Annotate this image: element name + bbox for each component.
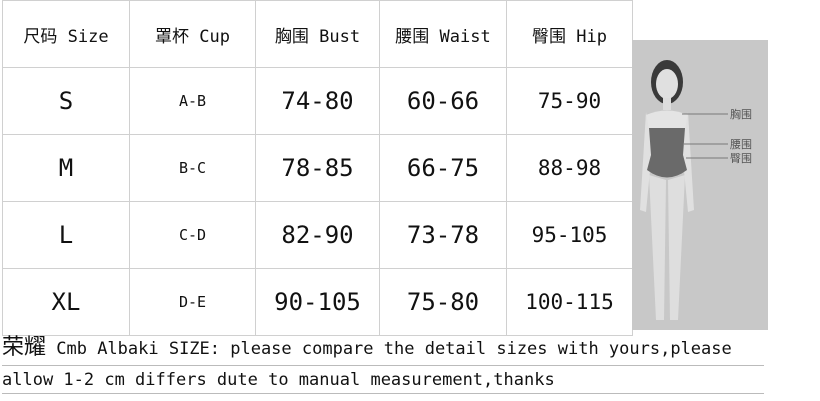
hip-label: 臀围 <box>730 152 752 165</box>
table-row: L C-D 82-90 73-78 95-105 <box>2 201 633 269</box>
bust-cell: 90-105 <box>255 268 380 336</box>
cup-cell: B-C <box>129 134 256 202</box>
cup-cell: A-B <box>129 67 256 135</box>
waist-cell: 73-78 <box>379 201 507 269</box>
bust-cell: 78-85 <box>255 134 380 202</box>
table-row: S A-B 74-80 60-66 75-90 <box>2 67 633 135</box>
header-waist: 腰围 Waist <box>379 0 507 68</box>
size-cell: XL <box>2 268 130 336</box>
footer-note-line2: allow 1-2 cm differs dute to manual meas… <box>2 366 764 394</box>
footer-note-line1: 荣耀 Cmb Albaki SIZE: please compare the d… <box>2 330 764 366</box>
cup-cell: C-D <box>129 201 256 269</box>
table-row: M B-C 78-85 66-75 88-98 <box>2 134 633 202</box>
bust-cell: 82-90 <box>255 201 380 269</box>
hip-cell: 75-90 <box>506 67 633 135</box>
bust-cell: 74-80 <box>255 67 380 135</box>
size-cell: S <box>2 67 130 135</box>
hip-cell: 100-115 <box>506 268 633 336</box>
note-text: Cmb Albaki SIZE: please compare the deta… <box>46 339 732 359</box>
body-measurement-figure: 胸围 腰围 臀围 <box>632 40 768 330</box>
cup-cell: D-E <box>129 268 256 336</box>
header-bust: 胸围 Bust <box>255 0 380 68</box>
size-cell: L <box>2 201 130 269</box>
hip-cell: 88-98 <box>506 134 633 202</box>
waist-cell: 66-75 <box>379 134 507 202</box>
header-hip: 臀围 Hip <box>506 0 633 68</box>
brand-text: 荣耀 <box>2 335 47 360</box>
bust-label: 胸围 <box>730 108 752 121</box>
size-table: 尺码 Size 罩杯 Cup 胸围 Bust 腰围 Waist 臀围 Hip S… <box>2 0 633 336</box>
waist-label: 腰围 <box>730 138 752 151</box>
waist-cell: 75-80 <box>379 268 507 336</box>
hip-cell: 95-105 <box>506 201 633 269</box>
size-cell: M <box>2 134 130 202</box>
header-cup: 罩杯 Cup <box>129 0 256 68</box>
header-size: 尺码 Size <box>2 0 130 68</box>
table-row: XL D-E 90-105 75-80 100-115 <box>2 268 633 336</box>
woman-figure-icon <box>640 60 728 320</box>
waist-cell: 60-66 <box>379 67 507 135</box>
header-row: 尺码 Size 罩杯 Cup 胸围 Bust 腰围 Waist 臀围 Hip <box>2 0 633 68</box>
